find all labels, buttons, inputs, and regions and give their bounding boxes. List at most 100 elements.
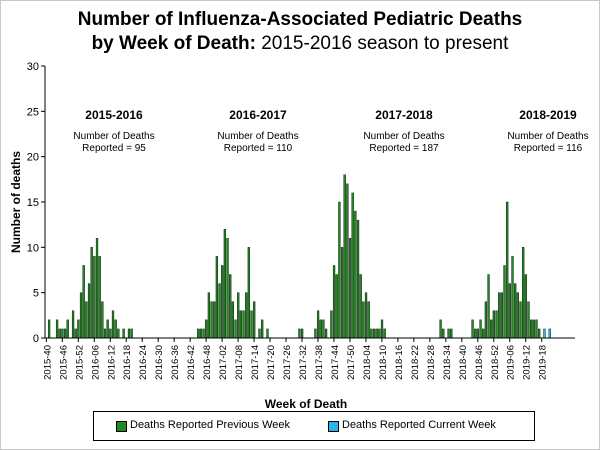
bar-previous: [439, 319, 442, 339]
bar-previous: [380, 319, 384, 339]
bar-previous: [362, 301, 365, 339]
x-tick-label: 2016-36: [170, 345, 181, 380]
bar-previous: [322, 319, 325, 339]
bar-previous: [511, 256, 514, 339]
bar-previous: [372, 328, 376, 339]
bar-previous: [346, 183, 349, 339]
bar-previous: [199, 328, 203, 339]
bar-previous: [111, 310, 115, 339]
bar-previous: [351, 192, 354, 339]
y-tick-label: 0: [33, 333, 39, 345]
x-tick-label: 2018-10: [378, 345, 389, 380]
bar-previous: [237, 292, 240, 339]
bar-previous: [213, 301, 216, 339]
bar-previous: [79, 292, 83, 339]
bar-previous: [335, 274, 338, 339]
bar-previous: [245, 292, 248, 339]
bar-previous: [197, 328, 200, 339]
bar-previous: [314, 328, 317, 339]
chart-title: Number of Influenza-Associated Pediatric…: [0, 8, 600, 56]
x-tick-label: 2015-52: [74, 345, 85, 380]
bar-previous: [117, 328, 120, 339]
bar-previous: [527, 301, 530, 339]
season-deaths-line1: Number of Deaths: [217, 131, 298, 142]
bar-previous: [85, 301, 88, 339]
legend-label-previous: Deaths Reported Previous Week: [130, 419, 290, 431]
bar-previous: [498, 292, 501, 339]
bar-previous: [266, 328, 269, 339]
bar-previous: [130, 328, 133, 339]
bar-previous: [221, 265, 224, 339]
x-tick-label: 2017-08: [234, 345, 245, 380]
bar-previous: [98, 256, 101, 339]
bar-previous: [127, 328, 131, 339]
legend-item-previous: Deaths Reported Previous Week: [116, 419, 290, 432]
bar-previous: [82, 265, 85, 339]
x-tick-label: 2016-48: [202, 345, 213, 380]
bar-previous: [530, 319, 533, 339]
bar-previous: [447, 328, 450, 339]
y-tick-label: 20: [27, 152, 39, 164]
bar-previous: [261, 319, 264, 339]
season-deaths-line2: Reported = 110: [224, 143, 293, 154]
y-axis-title: Number of deaths: [9, 151, 23, 253]
x-tick-label: 2018-04: [362, 345, 373, 380]
bar-previous: [205, 319, 208, 339]
bar-previous: [370, 328, 373, 339]
bar-previous: [495, 310, 498, 339]
bar-previous: [524, 274, 527, 339]
bar-previous: [383, 328, 386, 339]
bar-previous: [508, 283, 511, 339]
bar-previous: [319, 319, 322, 339]
bar-previous: [122, 328, 125, 339]
bar-previous: [506, 201, 509, 339]
bar-previous: [239, 310, 242, 339]
bar-previous: [258, 328, 261, 339]
bar-previous: [378, 328, 381, 339]
bar-previous: [538, 328, 541, 339]
bar-previous: [375, 328, 378, 339]
x-tick-label: 2018-40: [458, 345, 469, 380]
bar-previous: [207, 292, 211, 339]
bar-previous: [298, 328, 301, 339]
bar-previous: [106, 319, 109, 339]
bar-previous: [242, 310, 245, 339]
y-tick-label: 30: [27, 61, 39, 73]
bar-previous: [223, 228, 227, 339]
season-label: 2017-2018: [375, 108, 433, 122]
season-deaths-line1: Number of Deaths: [73, 131, 154, 142]
bar-previous: [87, 283, 91, 339]
season-label: 2015-2016: [85, 108, 143, 122]
season-deaths-line1: Number of Deaths: [363, 131, 444, 142]
bar-previous: [479, 319, 482, 339]
bar-previous: [354, 210, 357, 339]
bar-previous: [231, 301, 234, 339]
bar-previous: [330, 310, 333, 339]
season-label: 2018-2019: [519, 108, 577, 122]
bar-previous: [364, 292, 368, 339]
x-tick-label: 2018-34: [442, 345, 453, 380]
x-tick-label: 2019-18: [538, 345, 549, 380]
bar-previous: [519, 301, 522, 339]
title-line-2-normal: 2015-2016 season to present: [261, 33, 509, 54]
x-tick-label: 2018-22: [410, 345, 421, 380]
bar-previous: [250, 310, 253, 339]
chart-legend: Deaths Reported Previous Week Deaths Rep…: [93, 411, 535, 441]
x-tick-label: 2017-02: [218, 345, 229, 380]
bar-previous: [202, 328, 205, 339]
bar-previous: [101, 301, 104, 339]
bar-previous: [500, 292, 503, 339]
bar-previous: [343, 174, 346, 339]
bar-previous: [482, 328, 485, 339]
x-axis-title: Week of Death: [265, 397, 347, 411]
x-tick-label: 2019-12: [522, 345, 533, 380]
bar-previous: [215, 256, 219, 339]
x-tick-label: 2018-46: [474, 345, 485, 380]
bar-previous: [66, 319, 69, 339]
bar-previous: [324, 328, 328, 339]
bar-previous: [71, 310, 75, 339]
x-tick-label: 2016-18: [122, 345, 133, 380]
x-tick-label: 2018-28: [426, 345, 437, 380]
bar-previous: [74, 328, 77, 339]
